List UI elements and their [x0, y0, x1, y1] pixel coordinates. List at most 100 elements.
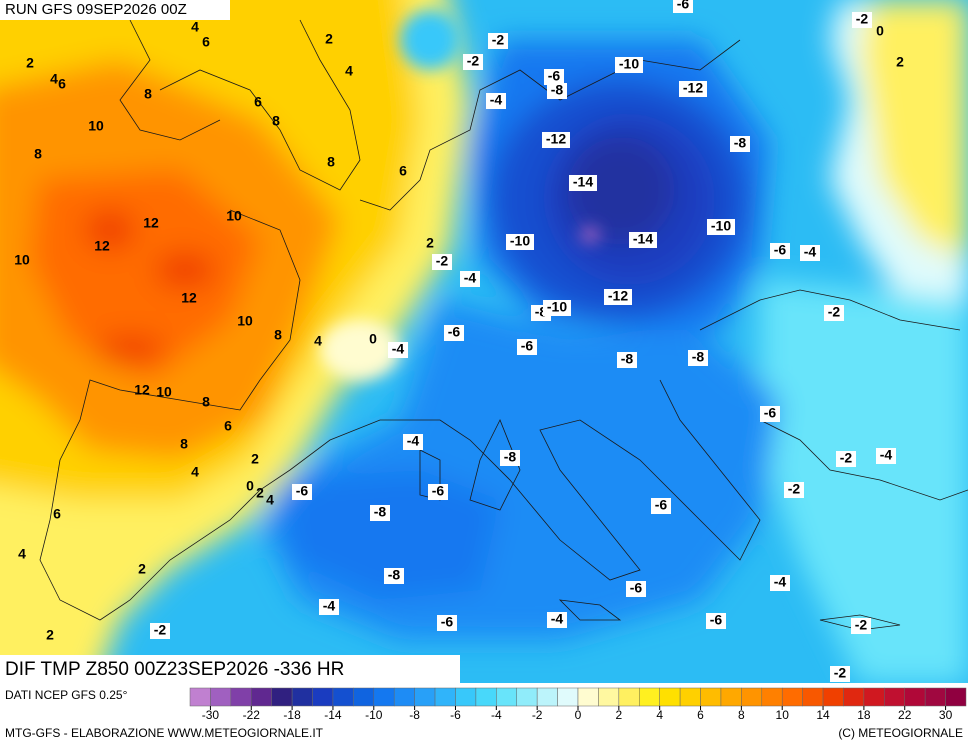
contour-label: 0	[369, 331, 377, 347]
contour-label: 8	[144, 86, 152, 102]
color-swatch	[720, 687, 742, 707]
label-box	[852, 12, 872, 28]
contour-label: 2	[896, 54, 904, 70]
contour-label: 12	[134, 382, 150, 398]
contour-label: -12	[546, 131, 566, 147]
label-box	[830, 666, 850, 682]
label-box	[437, 615, 457, 631]
label-box	[444, 325, 464, 341]
title-box	[0, 655, 460, 683]
tick-label: -4	[491, 708, 502, 722]
contour-label: -6	[710, 612, 723, 628]
contour-label: 10	[226, 208, 242, 224]
tick-label: -22	[243, 708, 261, 722]
contour-label: 2	[251, 451, 259, 467]
contour-label: 4	[345, 63, 353, 79]
contour-label: 6	[202, 34, 210, 50]
contour-label: -10	[510, 233, 530, 249]
label-box	[543, 300, 571, 316]
label-box	[800, 245, 820, 261]
data-source: DATI NCEP GFS 0.25°	[5, 688, 128, 702]
label-box	[604, 289, 632, 305]
contour-label: -10	[547, 299, 567, 315]
tick-label: 6	[697, 708, 704, 722]
contour-label: -12	[608, 288, 628, 304]
label-box	[486, 93, 506, 109]
contour-label: -4	[551, 611, 564, 627]
contour-label: 6	[58, 76, 66, 92]
contour-label: -8	[692, 349, 705, 365]
tick-label: 0	[575, 708, 582, 722]
run-box	[0, 0, 230, 20]
label-box	[370, 505, 390, 521]
label-box	[876, 448, 896, 464]
contour-label: -10	[619, 56, 639, 72]
contour-label: 10	[14, 252, 30, 268]
label-box	[836, 451, 856, 467]
label-box	[760, 406, 780, 422]
contour-label: 0	[246, 478, 254, 494]
tick-label: -30	[202, 708, 220, 722]
label-box	[615, 57, 643, 73]
contour-label: 8	[274, 327, 282, 343]
label-box	[851, 618, 871, 634]
contour-label: -8	[374, 504, 387, 520]
tick-label: 8	[738, 708, 745, 722]
contour-label: 10	[156, 384, 172, 400]
contour-label: -6	[548, 68, 561, 84]
contour-label: -4	[490, 92, 503, 108]
color-swatch	[536, 687, 558, 707]
color-swatch	[598, 687, 620, 707]
color-swatch	[312, 687, 334, 707]
label-box	[824, 305, 844, 321]
credit: MTG-GFS - ELABORAZIONE WWW.METEOGIORNALE…	[5, 726, 324, 740]
color-swatch	[393, 687, 415, 707]
color-swatch	[863, 687, 885, 707]
label-box	[428, 484, 448, 500]
contour-label: -6	[448, 324, 461, 340]
label-box	[617, 352, 637, 368]
tick-label: -2	[532, 708, 543, 722]
contour-label: -14	[633, 231, 653, 247]
contour-label: 12	[94, 238, 110, 254]
label-box	[463, 54, 483, 70]
contour-label: -2	[855, 617, 868, 633]
color-swatch	[924, 687, 946, 707]
color-swatch	[557, 687, 579, 707]
color-swatch	[496, 687, 517, 707]
contour-label: 10	[237, 313, 253, 329]
contour-label: 8	[202, 394, 210, 410]
contour-label: 6	[254, 94, 262, 110]
color-swatch	[230, 687, 252, 707]
color-swatch	[414, 687, 436, 707]
label-box	[651, 498, 671, 514]
tick-label: -14	[324, 708, 342, 722]
label-box	[784, 482, 804, 498]
label-box	[569, 175, 597, 191]
label-box	[460, 271, 480, 287]
label-box	[506, 234, 534, 250]
contour-label: 4	[266, 492, 274, 508]
label-box	[517, 339, 537, 355]
color-swatch	[781, 687, 803, 707]
contour-label: -6	[655, 497, 668, 513]
contour-label: -8	[504, 449, 517, 465]
color-swatch	[679, 687, 701, 707]
colorbar: -30 -22 -18 -14 -10 -8 -6 -4 -2 0 2 4 6 8 10 14 18 22 30	[189, 687, 967, 722]
contour-label: -2	[467, 53, 480, 69]
contour-label: -4	[774, 574, 787, 590]
contour-label: -2	[856, 11, 869, 27]
contour-label: 2	[325, 31, 333, 47]
contour-label: -2	[834, 665, 847, 681]
label-box	[626, 581, 646, 597]
contour-label: 6	[53, 506, 61, 522]
tick-label: 18	[857, 708, 871, 722]
color-swatch	[761, 687, 783, 707]
tick-label: -10	[365, 708, 383, 722]
contour-label: -4	[804, 244, 817, 260]
label-box	[707, 219, 735, 235]
label-box	[706, 613, 726, 629]
